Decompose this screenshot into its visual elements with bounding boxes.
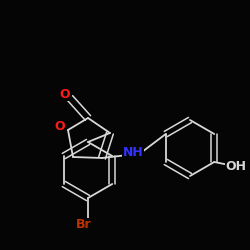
Text: Br: Br bbox=[76, 218, 92, 232]
Text: O: O bbox=[60, 88, 70, 101]
Text: NH: NH bbox=[122, 146, 144, 160]
Text: O: O bbox=[55, 120, 65, 134]
Text: OH: OH bbox=[226, 160, 247, 172]
